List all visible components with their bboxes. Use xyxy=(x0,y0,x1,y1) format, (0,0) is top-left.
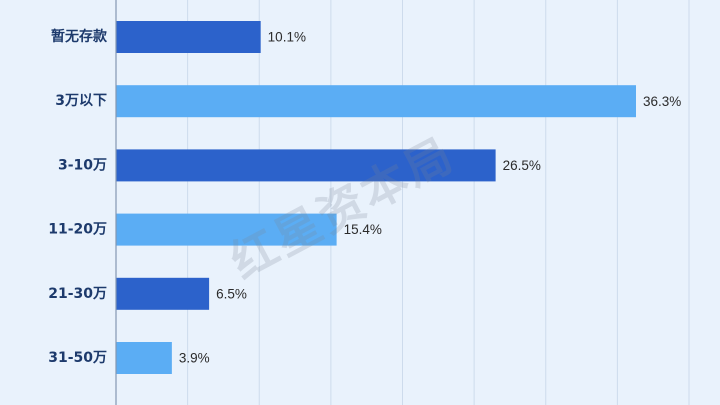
bars xyxy=(116,21,636,374)
value-label: 10.1% xyxy=(268,30,306,45)
bar xyxy=(116,342,172,374)
value-label: 26.5% xyxy=(503,158,541,173)
category-label: 3万以下 xyxy=(55,93,107,109)
value-labels: 10.1% 36.3% 26.5% 15.4% 6.5% 3.9% xyxy=(179,30,681,366)
value-label: 3.9% xyxy=(179,351,210,366)
category-label: 21-30万 xyxy=(48,286,107,302)
category-label: 31-50万 xyxy=(48,350,107,366)
category-label: 3-10万 xyxy=(58,157,107,173)
bar xyxy=(116,21,261,53)
value-label: 6.5% xyxy=(216,286,247,301)
bar xyxy=(116,277,210,310)
gridlines xyxy=(187,0,690,405)
bar xyxy=(116,85,636,118)
category-labels: 暂无存款 3万以下 3-10万 11-20万 21-30万 31-50万 xyxy=(48,28,108,366)
value-label: 36.3% xyxy=(643,94,681,109)
category-label: 暂无存款 xyxy=(51,28,108,45)
bar xyxy=(116,149,496,182)
value-label: 15.4% xyxy=(344,222,382,237)
category-label: 11-20万 xyxy=(48,222,107,238)
bar xyxy=(116,213,337,246)
